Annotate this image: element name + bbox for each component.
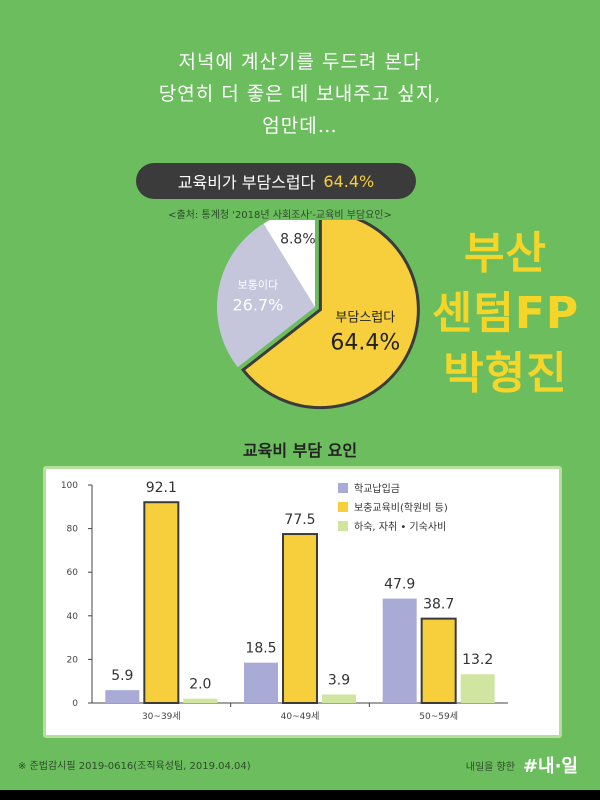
bar-value-label: 92.1 [146,480,177,496]
legend-swatch [338,483,348,493]
pie-value-label: 26.7% [232,296,283,315]
bar-chart-panel: 0 20 40 60 80 100 5.9 92.1 2.0 30~39세 18.5 77.5 3.9 4… [43,466,562,738]
bar [322,694,356,703]
logo-mark: #내·일 [522,756,578,777]
bottom-bar [0,790,600,800]
brand-text: 부산 센텀FP 박형진 [418,224,593,404]
bar-value-label: 18.5 [245,641,276,657]
y-tick-label: 60 [67,568,79,578]
bar-chart-title: 교육비 부담 요인 [242,441,358,460]
logo-tagline: 내일을 향한 [465,761,515,773]
bar-value-label: 3.9 [328,672,350,688]
legend-swatch [338,502,348,512]
brand-line: 박형진 [443,348,568,399]
bar-chart: 0 20 40 60 80 100 5.9 92.1 2.0 30~39세 18.5 77.5 3.9 4… [61,480,508,722]
intro-line: 엄만데… [262,115,338,137]
bar [282,533,318,704]
bar-value-label: 2.0 [189,677,211,693]
bar [244,662,278,703]
pie-slice [263,220,315,307]
footnote: ※ 준법감시필 2019-0616(조직육성팀, 2019.04.04) [18,761,251,772]
pie-value-label: 64.4% [330,331,400,356]
source-note: <출처: 통계청 '2018년 사회조사'-교육비 부담요인> [168,210,392,221]
bar-value-label: 5.9 [111,668,133,684]
bar-value-label: 38.7 [423,597,454,613]
bar [382,598,417,703]
headline-pct: 64.4% [323,171,375,191]
bar [143,501,180,704]
x-tick-label: 30~39세 [142,711,181,722]
intro-text: 저녁에 계산기를 두드려 본다 당연히 더 좋은 데 보내주고 싶지, 엄만데… [0,46,600,142]
pie-slice-name: 보통이다 [238,279,278,292]
bar [420,617,457,704]
x-tick-label: 40~49세 [281,711,320,722]
pie-slice [240,220,420,410]
bar [105,690,140,703]
pie-slice-name: 부담스럽다 [335,311,395,326]
headline-label: 교육비가 부담스럽다 [177,173,316,192]
brand-line: 센텀FP [431,288,580,339]
bar-value-label: 13.2 [462,652,493,668]
legend-swatch [338,521,348,531]
intro-line: 저녁에 계산기를 두드려 본다 [178,51,422,73]
y-tick-label: 40 [67,612,79,622]
legend-label: 보충교육비(학원비 등) [354,502,448,514]
pie-slice [217,223,315,368]
brand-line: 부산 [464,228,547,279]
bar-value-label: 77.5 [284,512,315,528]
legend-label: 하숙, 자취 • 기숙사비 [354,520,446,533]
intro-line: 당연히 더 좋은 데 보내주고 싶지, [158,83,442,105]
y-tick-label: 20 [67,655,79,665]
pie-value-label: 8.8% [280,232,316,248]
headline-pill: 교육비가 부담스럽다 64.4% [136,163,416,199]
bar [460,674,495,703]
x-tick-label: 50~59세 [419,711,458,722]
logo: 내일을 향한 #내·일 [466,752,578,778]
bar-value-label: 47.9 [384,577,415,593]
y-tick-label: 100 [61,481,78,491]
y-tick-label: 80 [67,525,79,535]
legend-label: 학교납입금 [354,482,400,495]
bar [183,698,218,703]
y-tick-label: 0 [72,699,78,709]
